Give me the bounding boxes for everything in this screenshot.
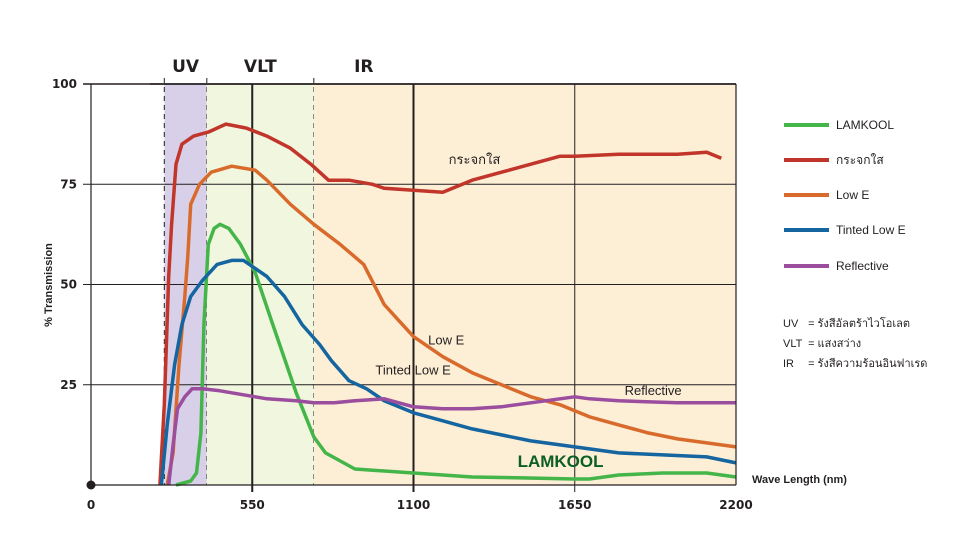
legend-swatch [784, 228, 829, 232]
tick-labels: 25 50 75 100 0 550 1100 1650 2200 [52, 77, 753, 512]
series-lines [158, 122, 737, 487]
legend-swatch [784, 193, 829, 197]
legend-swatch [784, 123, 829, 127]
legend-label: LAMKOOL [836, 118, 895, 132]
series-line [159, 258, 737, 486]
note-abbr: IR [783, 358, 794, 370]
x-tick-label: 0 [87, 498, 95, 512]
legend-item-clear-glass: กระจกใส [784, 151, 884, 169]
y-tick-label: 25 [60, 378, 77, 392]
note-vlt: VLT = แสงสว่าง [783, 334, 927, 354]
series-annotations: กระจกใส Low E Tinted Low E Reflective LAMKOO… [375, 152, 681, 471]
origin-dot [86, 480, 96, 490]
series-line [158, 122, 722, 486]
legend-swatch [784, 158, 829, 162]
x-axis-title: Wave Length (nm) [752, 474, 847, 486]
series-line [175, 222, 737, 487]
note-abbr: VLT [783, 338, 803, 350]
y-tick-label: 100 [52, 77, 77, 91]
legend-item-reflective: Reflective [784, 257, 889, 275]
annotation-label: LAMKOOL [518, 452, 604, 471]
x-tick-label: 550 [240, 498, 265, 512]
note-text: = แสงสว่าง [808, 338, 862, 350]
series-line [166, 387, 736, 486]
legend-item-low-e: Low E [784, 186, 869, 204]
y-tick-label: 75 [60, 177, 77, 191]
x-tick-label: 1650 [558, 498, 591, 512]
legend-item-lamkool: LAMKOOL [784, 116, 894, 134]
note-ir: IR = รังสีความร้อนอินฟาเรด [783, 354, 927, 374]
y-tick-label: 50 [60, 278, 77, 292]
series-line [165, 164, 737, 486]
x-tick-label: 2200 [719, 498, 752, 512]
band-label-uv: UV [172, 57, 200, 77]
band-notes: UV = รังสีอัลตร้าไวโอเลต VLT = แสงสว่าง … [783, 314, 927, 374]
note-uv: UV = รังสีอัลตร้าไวโอเลต [783, 314, 927, 334]
annotation-label: กระจกใส [449, 152, 501, 167]
legend-swatch [784, 264, 829, 268]
annotation-label: Tinted Low E [375, 363, 451, 378]
legend-label: กระจกใส [836, 152, 884, 167]
legend-label: Tinted Low E [836, 223, 906, 237]
x-tick-label: 1100 [397, 498, 430, 512]
grid-lines [83, 83, 736, 492]
legend-label: Reflective [836, 259, 889, 273]
legend-item-tinted-low-e: Tinted Low E [784, 221, 906, 239]
band-label-ir: IR [354, 57, 373, 77]
note-abbr: UV [783, 318, 799, 330]
note-text: = รังสีอัลตร้าไวโอเลต [808, 318, 910, 330]
axes [86, 84, 737, 490]
note-text: = รังสีความร้อนอินฟาเรด [808, 358, 928, 370]
annotation-label: Reflective [625, 383, 682, 398]
annotation-label: Low E [428, 333, 464, 348]
y-axis-title: % Transmission [43, 243, 55, 327]
band-label-vlt: VLT [244, 57, 277, 77]
band-labels: UV VLT IR [172, 57, 373, 77]
legend-label: Low E [836, 188, 870, 202]
